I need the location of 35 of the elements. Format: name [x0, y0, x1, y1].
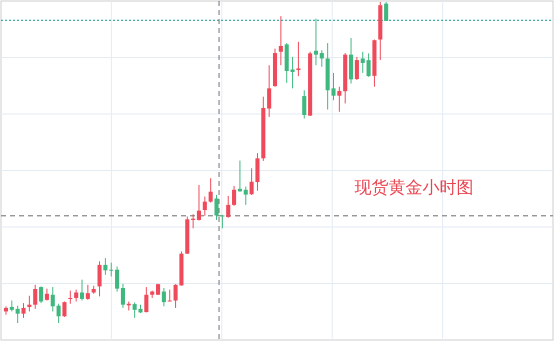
candlestick	[208, 178, 213, 204]
candlestick	[255, 152, 260, 192]
candlestick	[33, 284, 38, 310]
annotation: 现货黄金小时图	[354, 178, 474, 198]
candlestick	[174, 284, 178, 308]
candlestick	[331, 72, 336, 101]
candlestick	[162, 288, 166, 307]
candlestick	[302, 90, 306, 120]
candlestick	[62, 300, 67, 318]
candlestick	[196, 184, 202, 222]
candlestick	[168, 289, 172, 302]
candlestick	[74, 289, 78, 302]
candlestick	[144, 286, 148, 313]
candlestick	[86, 284, 90, 300]
candlestick	[214, 194, 219, 220]
candlestick	[220, 214, 224, 229]
candlestick	[39, 286, 44, 304]
candlestick	[296, 41, 300, 77]
candlestick	[21, 302, 26, 318]
candlestick	[320, 50, 324, 68]
candlestick	[278, 16, 283, 66]
candlestick	[337, 86, 342, 112]
candlestick	[68, 290, 72, 304]
candlestick	[384, 2, 388, 22]
candlestick	[27, 295, 32, 312]
candlestick	[120, 283, 125, 308]
candlestick	[132, 302, 137, 318]
candlestick	[202, 196, 207, 216]
candlestick	[232, 185, 236, 206]
candlestick	[80, 279, 84, 302]
candlestick	[98, 260, 102, 297]
candlestick	[250, 168, 254, 196]
candlestick	[226, 195, 230, 218]
candlestick	[354, 56, 359, 81]
candlestick	[44, 288, 49, 302]
